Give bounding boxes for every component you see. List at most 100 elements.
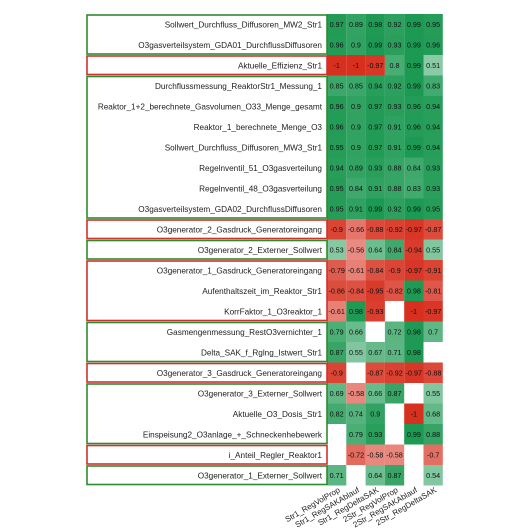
cell-value-label: -0.9	[388, 266, 400, 275]
heatmap-cell	[384, 219, 405, 240]
heatmap-cell	[346, 116, 366, 137]
heatmap-cell	[365, 137, 385, 158]
heatmap-cell	[404, 219, 424, 240]
cell-value-label: 0.72	[388, 328, 402, 337]
row-group-box	[86, 239, 328, 260]
row-label: Sollwert_Durchfluss_Diffusoren_MW3_Str1	[165, 143, 323, 152]
cell-value-label: -0.88	[425, 369, 441, 378]
cell-value-label: 0.95	[330, 184, 344, 193]
row-group-boxes	[86, 14, 328, 486]
cell-value-label: -0.81	[425, 287, 441, 296]
heatmap-cell	[423, 75, 443, 96]
cell-value-label: -0.7	[427, 451, 439, 460]
heatmap-cell	[346, 321, 366, 342]
heatmap-cell	[423, 362, 443, 383]
cell-value-label: -0.91	[425, 266, 441, 275]
heatmap-cell	[346, 34, 366, 55]
cell-value-label: -0.72	[348, 451, 364, 460]
heatmap-cell	[327, 75, 347, 96]
cell-value-label: 0.92	[388, 205, 402, 214]
heatmap-cell	[423, 157, 443, 178]
cell-value-label: 0.97	[330, 20, 344, 29]
cell-value-label: -0.82	[386, 287, 402, 296]
cell-value-label: 0.64	[368, 246, 382, 255]
heatmap-cell	[365, 280, 385, 301]
cell-value-label: 0.93	[388, 41, 402, 50]
cell-value-label: 0.89	[349, 164, 363, 173]
heatmap-cell	[404, 280, 424, 301]
heatmap-cell	[346, 198, 366, 219]
heatmap-cell	[365, 362, 385, 383]
cell-value-label: -0.79	[328, 266, 344, 275]
cell-value-label: 0.93	[388, 102, 402, 111]
heatmap-cell	[384, 239, 405, 260]
row-label: Aktuelle_O3_Dosis_Str1	[233, 410, 323, 419]
heatmap-cell	[346, 137, 366, 158]
heatmap-cell	[404, 424, 424, 445]
row-label: O3gasverteilsystem_GDA02_DurchflussDiffu…	[138, 205, 322, 214]
cell-value-label: 0.91	[349, 205, 363, 214]
cell-value-label: 0.53	[330, 246, 344, 255]
heatmap-cell	[423, 178, 443, 199]
cell-value-label: 0.96	[330, 102, 344, 111]
cell-value-label: 0.93	[368, 164, 382, 173]
heatmap-cell	[384, 321, 405, 342]
cell-value-label: 0.99	[368, 205, 382, 214]
heatmap-cell	[346, 14, 366, 35]
cell-value-label: 0.85	[349, 82, 363, 91]
row-label: Delta_SAK_f_Rglng_Istwert_Str1	[201, 348, 323, 357]
heatmap-cell	[384, 260, 405, 281]
heatmap-cell	[384, 280, 405, 301]
cell-value-label: -0.9	[330, 369, 342, 378]
cell-value-label: 0.8	[390, 61, 400, 70]
heatmap-cell	[404, 198, 424, 219]
heatmap-cell	[365, 157, 385, 178]
row-label: O3generator_1_Externer_Sollwert	[198, 471, 323, 480]
row-label: O3generator_3_Gasdruck_Generatoreingang	[157, 369, 323, 378]
heatmap-cell	[423, 444, 443, 465]
row-label: Regelnventil_48_O3gasverteilung	[199, 184, 322, 193]
heatmap-cell	[423, 14, 443, 35]
cell-value-label: 0.89	[349, 20, 363, 29]
cell-value-label: 0.79	[330, 328, 344, 337]
heatmap-cell	[404, 75, 424, 96]
heatmap-cell	[365, 260, 385, 281]
row-label: KorrFaktor_1_O3reaktor_1	[224, 307, 322, 316]
heatmap-cell	[327, 96, 347, 117]
cell-value-label: -0.92	[386, 369, 402, 378]
cell-value-label: 0.66	[368, 389, 382, 398]
heatmap-cell	[384, 137, 405, 158]
row-group-box	[86, 444, 328, 465]
cell-value-label: 0.94	[426, 102, 440, 111]
cell-value-label: 0.97	[368, 102, 382, 111]
heatmap-cell	[327, 239, 347, 260]
row-label: Einspeisung2_O3anlage_+_Schneckenhebewer…	[143, 430, 323, 439]
cell-value-label: 0.67	[368, 348, 382, 357]
cell-value-label: 0.9	[351, 102, 361, 111]
heatmap-cell	[365, 465, 385, 486]
cell-value-label: 0.54	[426, 471, 440, 480]
heatmap-cell	[346, 424, 366, 445]
cell-value-label: 0.84	[349, 184, 363, 193]
cell-value-label: -0.97	[406, 266, 422, 275]
cell-value-label: -0.58	[367, 451, 383, 460]
cell-value-label: 0.88	[388, 184, 402, 193]
heatmap-cell	[384, 198, 405, 219]
cell-value-label: -0.9	[330, 225, 342, 234]
cell-value-label: -0.95	[367, 287, 383, 296]
heatmap-cell	[384, 362, 405, 383]
heatmap-cell	[423, 55, 443, 76]
cell-value-label: 0.94	[330, 164, 344, 173]
cell-value-label: 0.68	[426, 410, 440, 419]
cell-value-label: 0.9	[351, 123, 361, 132]
heatmap-cell	[404, 342, 424, 363]
heatmap-cell	[327, 157, 347, 178]
cell-value-label: -1	[411, 410, 417, 419]
cell-value-label: -1	[353, 61, 359, 70]
heatmap-cell	[346, 342, 366, 363]
heatmap-cell	[404, 301, 424, 322]
heatmap-cell	[404, 239, 424, 260]
heatmap-cell	[346, 178, 366, 199]
cell-value-label: 0.97	[368, 123, 382, 132]
heatmap-cell	[423, 465, 443, 486]
